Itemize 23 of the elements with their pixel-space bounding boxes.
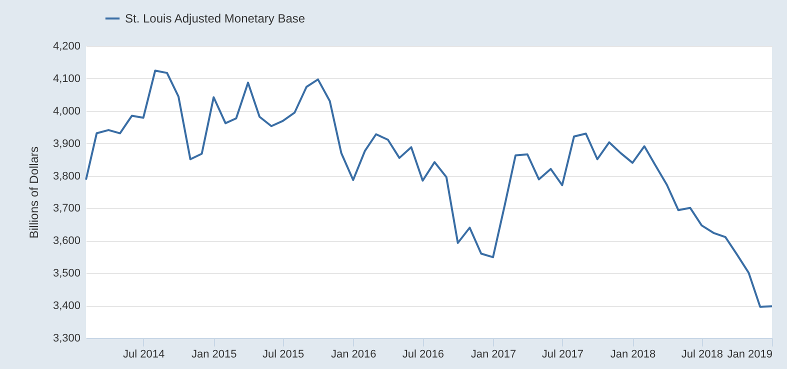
y-tick-label: 4,000 (52, 105, 80, 118)
y-axis-title: Billions of Dollars (26, 146, 41, 239)
x-tick-label: Jan 2019 (727, 348, 772, 360)
x-tick-label: Jan 2015 (192, 348, 237, 360)
y-tick-label: 3,900 (52, 138, 80, 150)
x-tick-label: Jul 2016 (402, 348, 444, 360)
y-tick-label: 3,400 (52, 300, 80, 312)
y-tick-label: 3,800 (52, 170, 80, 182)
y-tick-label: 4,100 (52, 72, 80, 85)
x-tick-label: Jan 2017 (470, 348, 516, 360)
legend-label: St. Louis Adjusted Monetary Base (125, 12, 306, 26)
y-tick-label: 4,200 (52, 40, 80, 52)
x-tick-label: Jan 2018 (610, 348, 656, 360)
x-tick-label: Jul 2018 (681, 348, 723, 360)
x-tick-label: Jan 2016 (331, 348, 376, 360)
y-tick-label: 3,500 (52, 268, 80, 280)
x-tick-label: Jul 2014 (123, 348, 165, 360)
x-tick-label: Jul 2015 (262, 348, 304, 360)
y-tick-label: 3,700 (52, 202, 80, 215)
x-tick-label: Jul 2017 (542, 348, 584, 360)
line-series (85, 70, 773, 308)
y-tick-label: 3,300 (52, 332, 80, 344)
y-tick-label: 3,600 (52, 235, 80, 248)
